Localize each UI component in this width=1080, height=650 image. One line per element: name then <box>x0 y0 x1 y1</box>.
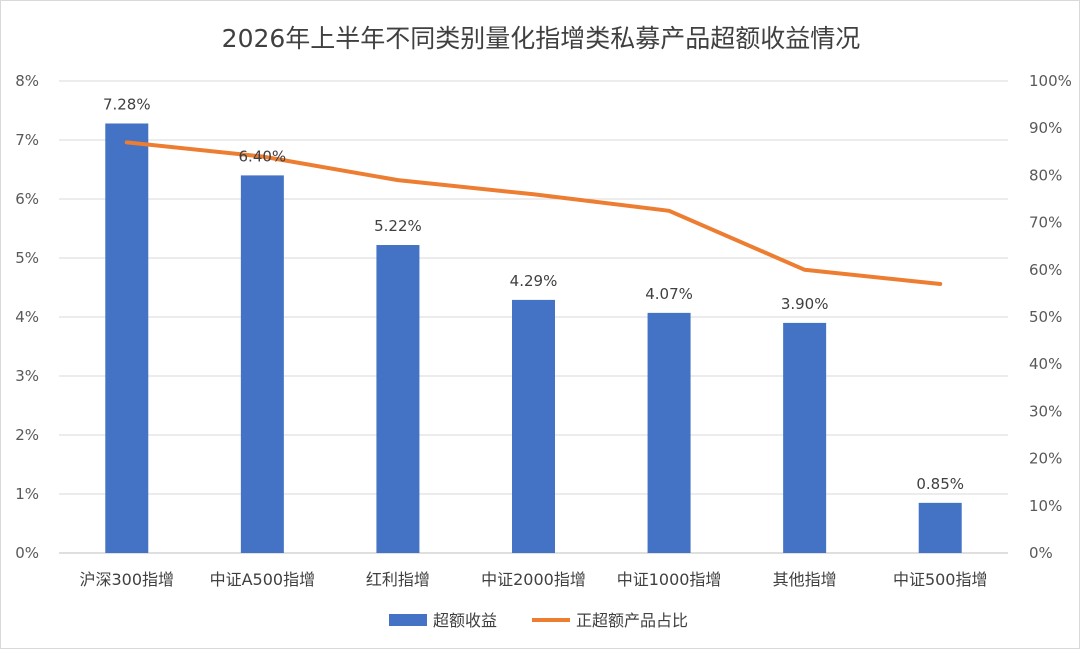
y-left-tick-label: 7% <box>15 131 39 149</box>
bar <box>783 322 827 553</box>
y-right-tick-label: 10% <box>1029 497 1062 515</box>
data-label: 7.28% <box>103 95 151 113</box>
y-left-tick-label: 3% <box>15 367 39 385</box>
data-label: 3.90% <box>781 295 829 313</box>
series-line <box>124 140 943 286</box>
x-tick-label: 中证A500指增 <box>210 570 316 589</box>
y-right-tick-label: 50% <box>1029 308 1062 326</box>
y-left-tick-label: 2% <box>15 426 39 444</box>
data-label: 0.85% <box>916 475 964 493</box>
y-right-tick-label: 0% <box>1029 544 1053 562</box>
x-tick-label: 中证2000指增 <box>481 570 586 589</box>
y-right-tick-label: 60% <box>1029 261 1062 279</box>
y-left-tick-label: 1% <box>15 485 39 503</box>
bar <box>512 299 555 553</box>
chart-title: 2026年上半年不同类别量化指增类私募产品超额收益情况 <box>221 24 861 53</box>
y-right-tick-label: 30% <box>1029 402 1062 420</box>
x-tick-label: 中证500指增 <box>893 570 988 589</box>
y-right-tick-label: 40% <box>1029 355 1062 373</box>
x-tick-label: 其他指增 <box>773 570 837 589</box>
y-left-tick-label: 8% <box>15 72 39 90</box>
y-right-tick-label: 70% <box>1029 214 1062 232</box>
y-left-tick-label: 0% <box>15 544 39 562</box>
y-left-tick-label: 4% <box>15 308 39 326</box>
x-tick-label: 红利指增 <box>366 570 430 589</box>
y-right-tick-label: 80% <box>1029 166 1062 184</box>
bar <box>376 245 420 553</box>
y-left-tick-label: 5% <box>15 249 39 267</box>
y-right-tick-label: 20% <box>1029 450 1062 468</box>
bar <box>105 123 149 553</box>
legend-bar-swatch <box>389 614 427 626</box>
legend-entry: 超额收益 <box>433 611 497 630</box>
data-label: 4.07% <box>645 285 693 303</box>
data-label: 6.40% <box>239 147 287 165</box>
data-label: 5.22% <box>374 217 422 235</box>
bar <box>240 175 284 553</box>
x-tick-label: 中证1000指增 <box>617 570 722 589</box>
legend-entry: 正超额产品占比 <box>576 611 688 630</box>
bar <box>918 502 962 553</box>
y-right-tick-label: 90% <box>1029 119 1062 137</box>
data-label: 4.29% <box>510 272 558 290</box>
x-tick-label: 沪深300指增 <box>80 570 175 589</box>
bar <box>647 312 691 553</box>
y-left-tick-label: 6% <box>15 190 39 208</box>
y-right-tick-label: 100% <box>1029 72 1072 90</box>
